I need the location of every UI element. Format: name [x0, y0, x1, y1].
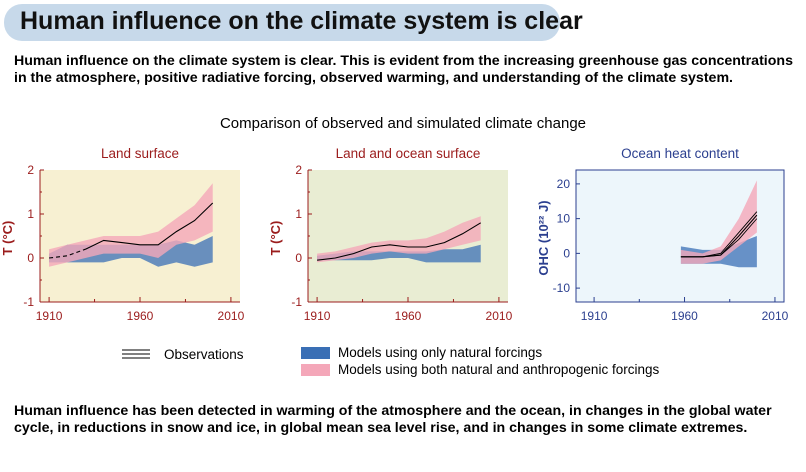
y-tick-label: 0	[563, 246, 570, 260]
legend-both: Models using both natural and anthropoge…	[338, 362, 660, 377]
y-axis-label: OHC (10²² J)	[536, 200, 551, 275]
y-tick-label: 10	[557, 212, 571, 226]
y-tick-label: 2	[295, 163, 302, 177]
y-tick-label: -10	[553, 281, 571, 295]
y-tick-label: -1	[23, 295, 34, 309]
y-axis-label: T (°C)	[0, 221, 15, 256]
y-tick-label: -1	[291, 295, 302, 309]
x-tick-label: 2010	[218, 309, 245, 323]
observations-line-dashed	[49, 248, 86, 259]
legend-natural: Models using only natural forcings	[338, 345, 543, 360]
observations-legend-icon	[122, 349, 150, 359]
panel-title: Ocean heat content	[621, 146, 739, 161]
observations-line-alt2	[680, 211, 758, 258]
both-forcings-band	[49, 183, 213, 267]
intro-text: Human influence on the climate system is…	[14, 53, 793, 86]
chart-panel-2: Land and ocean surface -1 0 1 2 1910 1960 2010 T…	[268, 146, 513, 323]
y-tick-label: 1	[295, 207, 302, 221]
x-tick-label: 1910	[304, 309, 331, 323]
y-tick-label: 1	[27, 207, 34, 221]
observations-line	[317, 222, 482, 261]
natural-forcings-band	[317, 244, 481, 263]
x-tick-label: 1960	[127, 309, 154, 323]
legend-natural-swatch	[301, 347, 330, 359]
x-tick-label: 2010	[762, 309, 789, 323]
y-tick-label: 0	[295, 251, 302, 265]
legend-both-swatch	[301, 364, 330, 376]
x-tick-label: 1910	[36, 309, 63, 323]
outro-text: Human influence has been detected in war…	[14, 403, 772, 436]
y-tick-label: 0	[27, 251, 34, 265]
x-tick-label: 1960	[671, 309, 698, 323]
both-forcings-band	[680, 180, 757, 264]
figure-title: Comparison of observed and simulated cli…	[219, 115, 587, 132]
both-forcings-band	[317, 216, 481, 263]
y-axis-label: T (°C)	[268, 221, 283, 256]
legend-observations: Observations	[164, 347, 244, 362]
page-title: Human influence on the climate system is…	[20, 7, 583, 35]
panel-title: Land surface	[101, 146, 179, 161]
y-tick-label: 2	[27, 163, 34, 177]
observations-line	[85, 202, 214, 250]
title-banner: Human influence on the climate system is…	[4, 4, 583, 41]
chart-panel-1: Land surface -1 0 1 2 1910 1960 2010 T (°C)	[0, 146, 245, 323]
x-tick-label: 1960	[395, 309, 422, 323]
chart-panel-3: Ocean heat content -10 0 10 20 1910 1960 2010 OH…	[536, 146, 789, 323]
panel-title: Land and ocean surface	[336, 146, 481, 161]
x-tick-label: 2010	[486, 309, 513, 323]
y-tick-label: 20	[557, 177, 571, 191]
x-tick-label: 1910	[581, 309, 608, 323]
